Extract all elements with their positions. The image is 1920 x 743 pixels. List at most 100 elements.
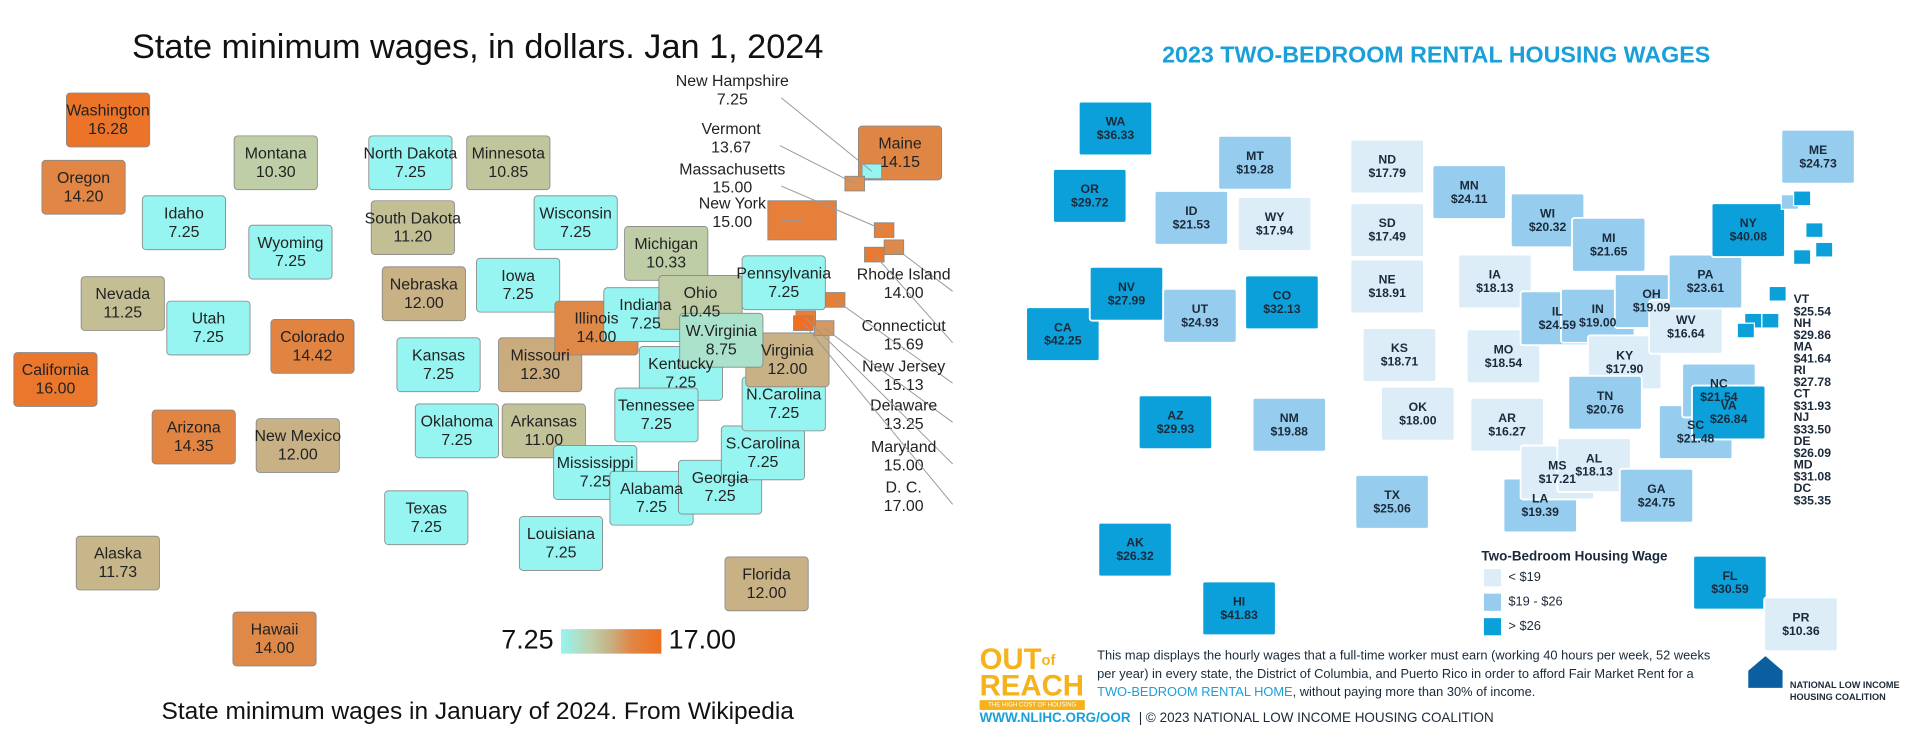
- state-wage: 12.30: [520, 366, 560, 383]
- state-name: Nevada: [95, 286, 150, 303]
- callout-wage: 13.67: [711, 139, 751, 156]
- state-wage: $19.39: [1521, 505, 1559, 519]
- state-name: Colorado: [280, 329, 345, 346]
- state-wage: $16.64: [1667, 326, 1705, 340]
- state-wage: $30.59: [1711, 582, 1749, 596]
- state-wage: 11.20: [394, 229, 433, 246]
- state-abbr: PA: [1697, 268, 1713, 282]
- state-wage: 11.73: [99, 564, 138, 581]
- state-wage: $36.33: [1097, 128, 1135, 142]
- state-abbr: UT: [1192, 302, 1209, 316]
- state-wage: 7.25: [630, 316, 661, 333]
- state-abbr: NM: [1280, 411, 1299, 425]
- state: [1349, 138, 1425, 195]
- state-wage: $21.65: [1590, 244, 1628, 258]
- state: [724, 556, 809, 612]
- footer-url[interactable]: WWW.NLIHC.ORG/OOR: [980, 710, 1131, 725]
- state-wage: 16.00: [36, 380, 76, 397]
- state-wage: $17.94: [1256, 224, 1294, 238]
- callout-name: New Hampshire: [676, 73, 789, 90]
- state: [533, 195, 618, 251]
- state-abbr: WY: [1265, 210, 1285, 224]
- state: [1792, 190, 1812, 207]
- state-name: Minnesota: [472, 145, 546, 162]
- footer-link[interactable]: TWO-BEDROOM RENTAL HOME: [1097, 684, 1293, 699]
- state-name: Louisiana: [527, 526, 595, 543]
- state-wage: $18.91: [1368, 286, 1406, 300]
- state-name: California: [22, 362, 89, 379]
- state-wage: 7.25: [168, 224, 199, 241]
- state-abbr: KY: [1616, 348, 1633, 362]
- state-name: Iowa: [501, 268, 535, 285]
- callout-wage: 17.00: [884, 498, 924, 515]
- state-wage: $41.83: [1220, 608, 1258, 622]
- state: [1457, 253, 1533, 310]
- state-wage: $16.27: [1488, 424, 1526, 438]
- state-abbr: WI: [1540, 206, 1555, 220]
- logo-bar: [979, 700, 1085, 710]
- state-name: Mississippi: [557, 455, 634, 472]
- state-wage: 8.75: [706, 341, 737, 358]
- state-abbr: AZ: [1167, 408, 1184, 422]
- state-abbr: PR: [1792, 610, 1809, 624]
- state: [1052, 168, 1128, 224]
- state-wage: 7.25: [641, 416, 672, 433]
- state-wage: $24.73: [1799, 156, 1837, 170]
- leader-line: [802, 322, 954, 505]
- state-name: Oregon: [57, 170, 110, 187]
- state-abbr: CO: [1273, 288, 1291, 302]
- state-name: Illinois: [574, 311, 618, 328]
- logo-of: of: [1042, 653, 1056, 669]
- state-name: Maine: [878, 136, 921, 153]
- state-name: Arkansas: [511, 414, 577, 431]
- legend-label: $19 - $26: [1508, 594, 1562, 609]
- state-name: Georgia: [692, 470, 749, 487]
- state: [1691, 384, 1767, 441]
- state: [501, 403, 586, 459]
- state-abbr: FL: [1722, 569, 1737, 583]
- leader-line: [805, 317, 954, 465]
- state-abbr: IA: [1489, 268, 1501, 282]
- state-abbr: AL: [1586, 451, 1603, 465]
- state-name: Ohio: [684, 285, 718, 302]
- state-abbr: MS: [1548, 459, 1566, 473]
- state: [1571, 216, 1647, 273]
- side-wage: $31.08: [1794, 470, 1832, 484]
- state: [1153, 190, 1229, 246]
- state-abbr: TX: [1384, 488, 1400, 502]
- state-wage: 7.25: [411, 519, 442, 536]
- state-abbr: NC: [1710, 377, 1728, 391]
- state: [1361, 327, 1438, 383]
- state-wage: $27.99: [1108, 293, 1146, 307]
- state: [1815, 241, 1834, 258]
- state-name: Florida: [742, 567, 791, 584]
- legend-swatch: [1483, 618, 1502, 636]
- state-name: Utah: [192, 311, 226, 328]
- leader-line: [823, 327, 953, 423]
- state: [1567, 374, 1643, 431]
- callout-wage: 15.13: [884, 377, 924, 394]
- state-name: Kentucky: [648, 356, 713, 373]
- callout-wage: 14.00: [884, 285, 924, 302]
- state: [41, 159, 126, 215]
- state-wage: 14.15: [880, 154, 920, 171]
- logo-reach: REACH: [980, 670, 1084, 703]
- state-abbr: KS: [1391, 341, 1408, 355]
- org-name: NATIONAL LOW INCOME: [1790, 680, 1900, 690]
- state-wage: 7.25: [705, 488, 736, 505]
- state: [1768, 285, 1787, 302]
- state: [368, 135, 453, 191]
- state: [1217, 134, 1293, 191]
- state-abbr: IL: [1552, 304, 1563, 318]
- state-wage: $32.13: [1263, 302, 1301, 316]
- footer-rest: , without paying more than 30% of income…: [1293, 684, 1536, 699]
- footer-copyright: | © 2023 NATIONAL LOW INCOME HOUSING COA…: [1139, 710, 1494, 725]
- state-wage: 7.25: [636, 499, 667, 516]
- state-name: Montana: [245, 145, 307, 162]
- callout-name: Rhode Island: [857, 267, 951, 284]
- state-name: N.Carolina: [746, 387, 821, 404]
- state-wage: 12.00: [278, 447, 318, 464]
- state-name: Missouri: [511, 347, 570, 364]
- state-wage: 12.00: [404, 295, 444, 312]
